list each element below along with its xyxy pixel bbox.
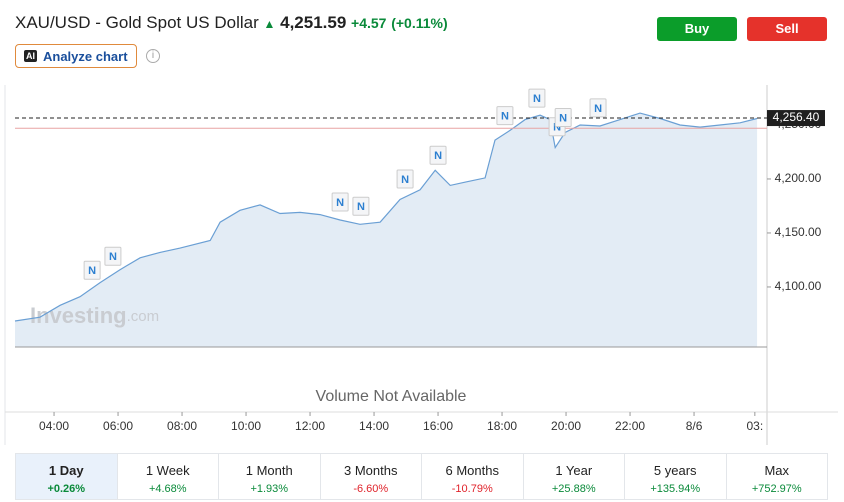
x-tick-label: 8/6 bbox=[686, 419, 703, 433]
period-label: 5 years bbox=[653, 463, 697, 478]
news-marker bbox=[554, 107, 572, 127]
news-marker-label: N bbox=[434, 150, 442, 162]
area bbox=[15, 113, 758, 347]
period-label: 1 Year bbox=[555, 463, 593, 478]
period-tab[interactable]: 3 Months -6.60% bbox=[321, 454, 422, 499]
analyze-chart-button[interactable]: AI Analyze chart bbox=[15, 44, 137, 68]
period-change: +1.93% bbox=[250, 483, 289, 495]
last-value-box bbox=[767, 110, 825, 127]
x-tick-label: 14:00 bbox=[359, 419, 389, 433]
period-tab[interactable]: 1 Week +4.68% bbox=[118, 454, 219, 499]
period-change: -6.60% bbox=[353, 483, 389, 495]
period-change: +25.88% bbox=[551, 483, 596, 495]
x-tick-label: 06:00 bbox=[103, 419, 133, 433]
news-marker-label: N bbox=[501, 111, 509, 123]
instrument-title: XAU/USD - Gold Spot US Dollar bbox=[15, 13, 259, 32]
volume-note: Volume Not Available bbox=[316, 388, 467, 405]
period-label: 1 Day bbox=[48, 463, 84, 478]
period-change: +135.94% bbox=[650, 483, 701, 495]
y-tick-label: 4,200.00 bbox=[775, 171, 822, 185]
news-marker-label: N bbox=[553, 122, 561, 134]
x-tick-label: 10:00 bbox=[231, 419, 261, 433]
period-label: 1 Month bbox=[245, 463, 293, 478]
change-pct: (+0.11%) bbox=[391, 15, 448, 31]
news-marker bbox=[104, 246, 122, 266]
y-tick-label: 4,150.00 bbox=[775, 225, 822, 239]
change: +4.57 bbox=[351, 15, 387, 31]
news-marker bbox=[83, 260, 101, 280]
price-line bbox=[14, 112, 758, 322]
news-marker bbox=[589, 98, 607, 118]
up-arrow: ▲ bbox=[263, 17, 276, 31]
x-tick-label: 20:00 bbox=[551, 419, 581, 433]
period-tabs: 1 Day +0.26% 1 Week +4.68% 1 Month +1.93% 3 Mo… bbox=[15, 453, 828, 500]
x-tick-label: 04:00 bbox=[39, 419, 69, 433]
buy-button[interactable]: Buy bbox=[657, 17, 737, 41]
news-marker-label: N bbox=[594, 103, 602, 115]
x-tick-label: 03: bbox=[746, 419, 763, 433]
last-value-label: 4,256.40 bbox=[773, 110, 820, 124]
news-marker-label: N bbox=[533, 93, 541, 105]
x-tick-label: 22:00 bbox=[615, 419, 645, 433]
period-change: +0.26% bbox=[47, 483, 86, 495]
period-change: -10.79% bbox=[451, 483, 493, 495]
x-tick-label: 12:00 bbox=[295, 419, 325, 433]
news-marker bbox=[352, 196, 370, 216]
news-marker bbox=[396, 169, 414, 189]
watermark-brand: Investing bbox=[30, 303, 127, 328]
period-label: Max bbox=[764, 463, 790, 478]
news-marker bbox=[528, 88, 546, 108]
news-marker bbox=[429, 145, 447, 165]
info-icon[interactable]: i bbox=[146, 49, 160, 63]
y-tick-label: 4,100.00 bbox=[775, 279, 822, 293]
period-tab[interactable]: 5 years +135.94% bbox=[625, 454, 727, 499]
news-marker-label: N bbox=[88, 265, 96, 277]
period-change: +752.97% bbox=[751, 483, 802, 495]
news-marker bbox=[496, 106, 514, 126]
watermark-suffix: .com bbox=[127, 308, 160, 325]
news-marker-label: N bbox=[401, 174, 409, 186]
analyze-label: Analyze chart bbox=[43, 48, 128, 64]
period-tab[interactable]: 6 Months -10.79% bbox=[422, 454, 524, 499]
period-change: +4.68% bbox=[148, 483, 187, 495]
period-tab[interactable]: Max +752.97% bbox=[727, 454, 828, 499]
period-tab[interactable]: 1 Year +25.88% bbox=[524, 454, 625, 499]
sell-button[interactable]: Sell bbox=[747, 17, 827, 41]
chart: Volume Not Available Investing.com 4,100.… bbox=[4, 85, 838, 445]
period-label: 1 Week bbox=[145, 463, 190, 478]
news-marker-label: N bbox=[336, 197, 344, 209]
period-label: 3 Months bbox=[344, 463, 398, 478]
watermark: Investing.com bbox=[30, 303, 159, 328]
period-tab[interactable]: 1 Day +0.26% bbox=[16, 454, 118, 499]
x-tick-label: 18:00 bbox=[487, 419, 517, 433]
price: 4,251.59 bbox=[280, 13, 347, 32]
header: XAU/USD - Gold Spot US Dollar ▲ 4,251.59… bbox=[15, 13, 448, 33]
news-marker-label: N bbox=[357, 201, 365, 213]
news-marker bbox=[331, 192, 349, 212]
x-tick-label: 16:00 bbox=[423, 419, 453, 433]
news-marker-label: N bbox=[559, 112, 567, 124]
period-tab[interactable]: 1 Month +1.93% bbox=[219, 454, 321, 499]
x-tick-label: 08:00 bbox=[167, 419, 197, 433]
period-label: 6 Months bbox=[445, 463, 499, 478]
ai-badge: AI bbox=[24, 50, 37, 62]
news-marker-label: N bbox=[109, 251, 117, 263]
